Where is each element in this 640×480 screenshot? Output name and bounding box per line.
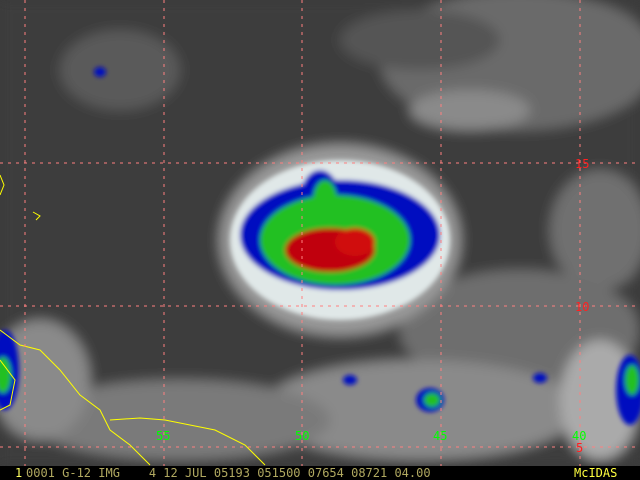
storm-enhancement <box>0 67 640 425</box>
lat-label: 10 <box>575 300 589 314</box>
lon-label: 45 <box>433 429 447 443</box>
frame-number: 1 <box>15 466 23 480</box>
mcidas-logo: McIDAS <box>574 466 618 480</box>
lat-label: 15 <box>575 157 589 171</box>
lon-label: 55 <box>156 429 170 443</box>
coastlines <box>0 174 266 466</box>
lon-label: 40 <box>572 429 586 443</box>
lon-label: 50 <box>295 429 309 443</box>
lat-label: 5 <box>576 441 583 455</box>
satellite-map: 55 50 45 40 15 10 5 <box>0 0 640 466</box>
status-bar: 1 0001 G-12 IMG 4 12 JUL 05193 051500 076… <box>0 466 640 480</box>
lat-lon-grid <box>0 0 640 466</box>
image-info: 0001 G-12 IMG 4 12 JUL 05193 051500 0765… <box>26 466 431 480</box>
